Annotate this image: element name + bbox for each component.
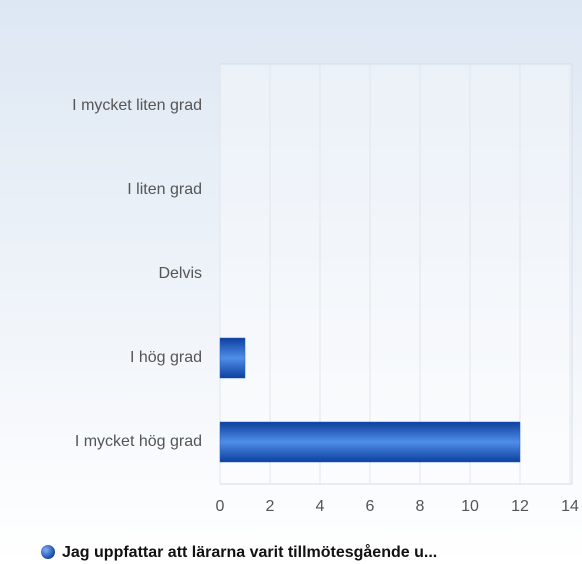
y-tick-label: I mycket hög grad: [75, 433, 202, 450]
y-tick-label: I mycket liten grad: [72, 97, 202, 114]
x-tick-label: 0: [216, 498, 225, 515]
x-tick-label: 10: [461, 498, 479, 515]
x-tick-label: 2: [266, 498, 275, 515]
y-tick-label: I hög grad: [130, 349, 202, 366]
x-tick-label: 4: [316, 498, 325, 515]
x-tick-label: 6: [366, 498, 375, 515]
y-tick-label: Delvis: [158, 265, 202, 282]
legend-marker: [41, 545, 55, 559]
legend-label: Jag uppfattar att lärarna varit tillmöte…: [62, 543, 437, 561]
bar: [219, 337, 246, 379]
x-tick-label: 14: [561, 498, 579, 515]
x-tick-label: 8: [416, 498, 425, 515]
y-tick-label: I liten grad: [127, 181, 202, 198]
bar: [219, 421, 521, 463]
x-tick-label: 12: [511, 498, 529, 515]
plot-area: [219, 63, 573, 485]
